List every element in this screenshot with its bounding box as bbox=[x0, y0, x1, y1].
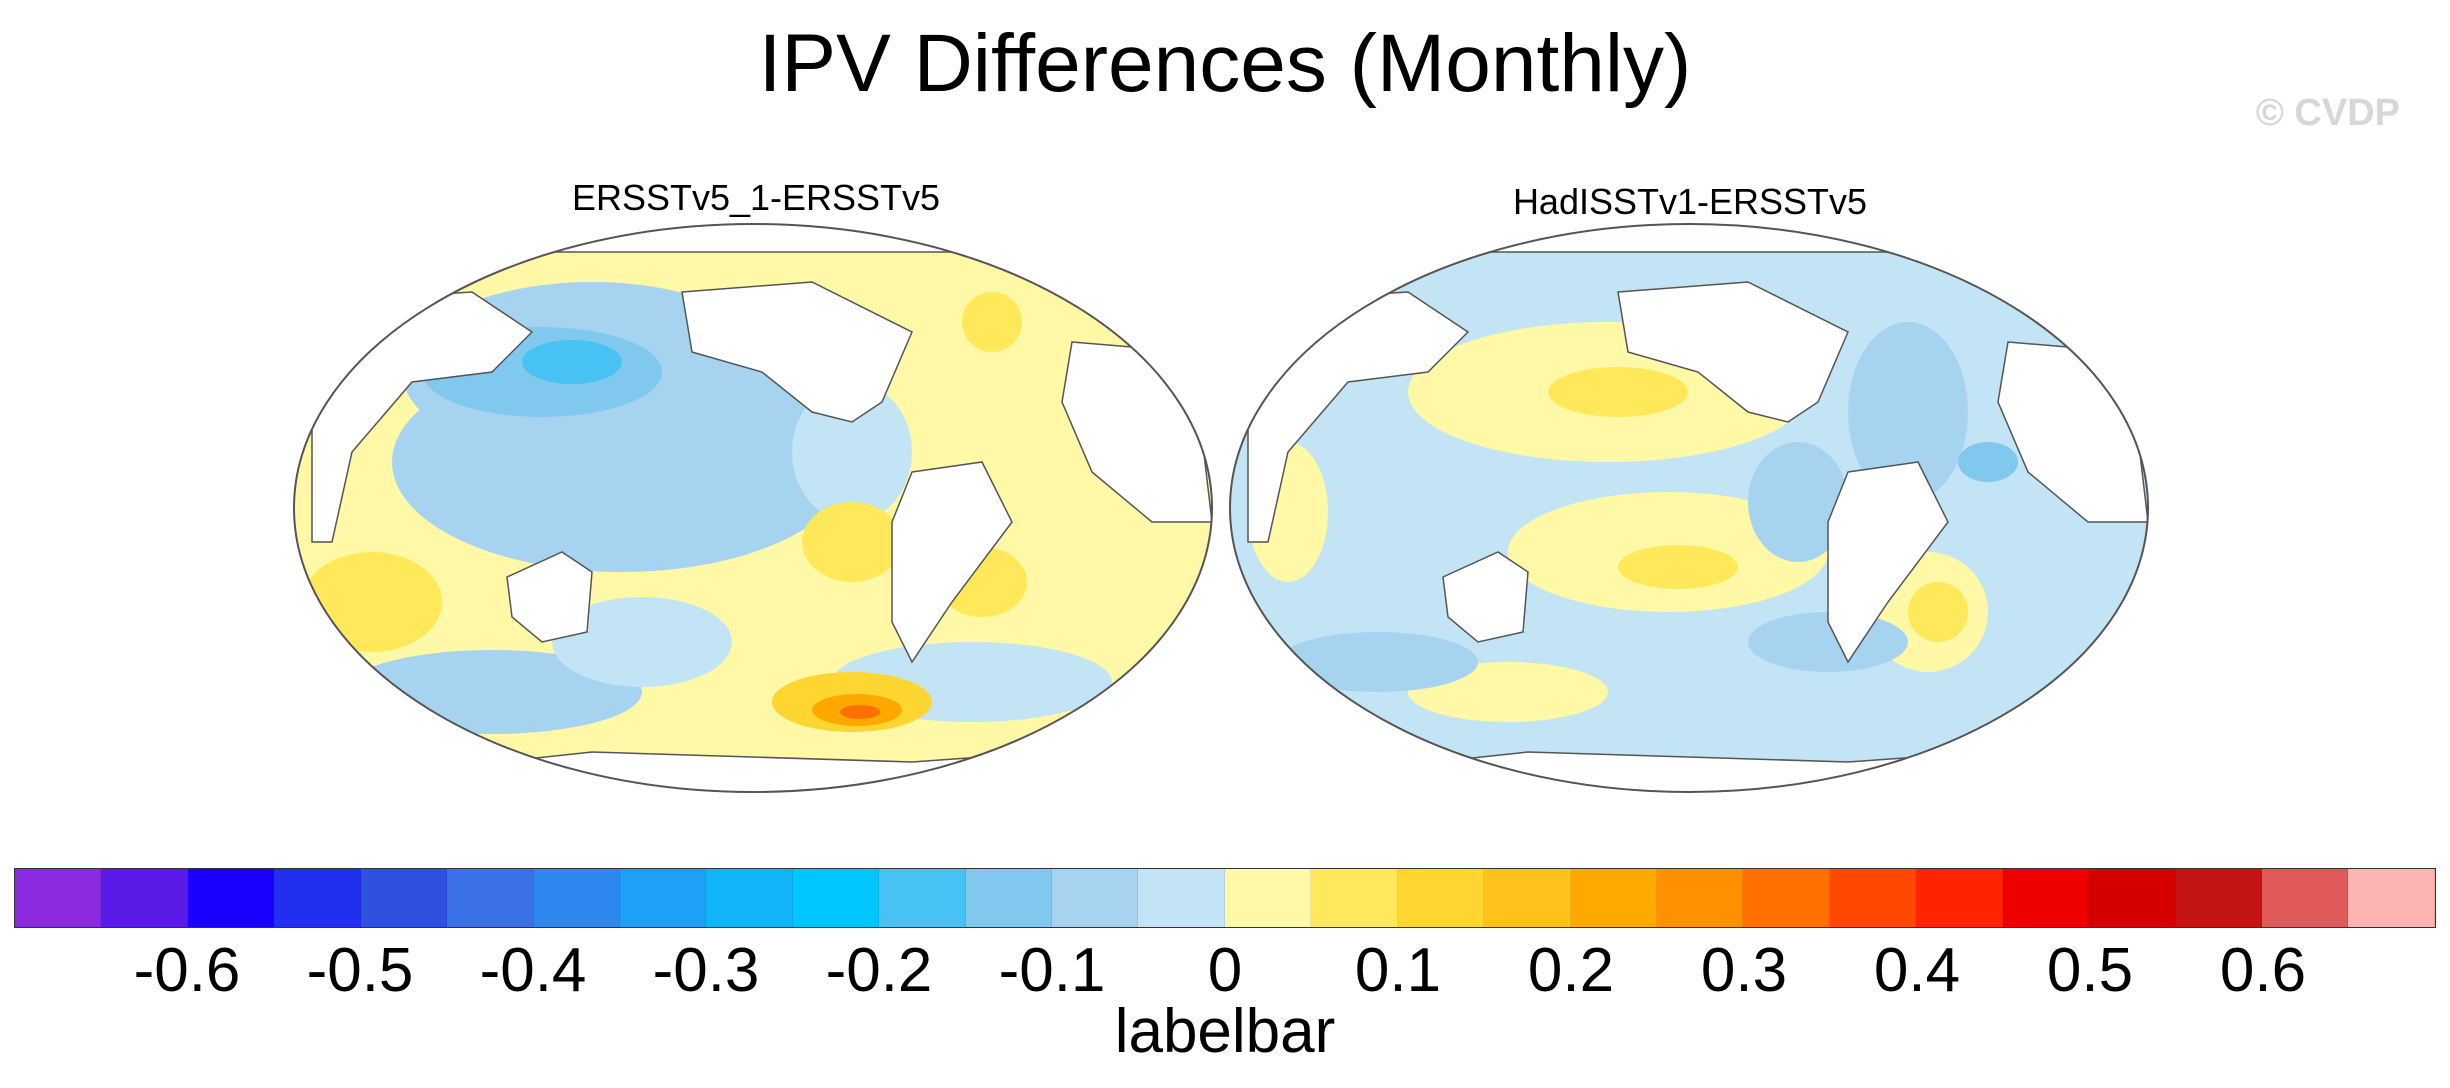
anomaly-region bbox=[962, 292, 1022, 352]
colorbar-segment bbox=[1743, 869, 1830, 927]
anomaly-region bbox=[792, 382, 912, 522]
colorbar-segment bbox=[1916, 869, 2003, 927]
colorbar-segment bbox=[187, 869, 275, 927]
anomaly-region bbox=[1278, 632, 1478, 692]
map-outline bbox=[293, 223, 1213, 793]
map-panel-left bbox=[293, 223, 1213, 793]
colorbar-tick-label: -0.5 bbox=[306, 936, 414, 1005]
colorbar-tick-label: 0.5 bbox=[2046, 936, 2134, 1005]
colorbar-tick-label: 0.4 bbox=[1873, 936, 1961, 1005]
colorbar-segment bbox=[619, 869, 707, 927]
colorbar-segment bbox=[360, 869, 448, 927]
colorbar-segment bbox=[965, 869, 1053, 927]
colorbar-segment bbox=[1138, 869, 1225, 927]
land-south-america bbox=[1827, 461, 1949, 664]
anomaly-region bbox=[1848, 322, 1968, 502]
land-north-america bbox=[681, 281, 913, 423]
panel-title-left: ERSSTv5_1-ERSSTv5 bbox=[571, 177, 941, 218]
land-antarctica bbox=[409, 751, 1094, 792]
colorbar-label: labelbar bbox=[1114, 997, 1336, 1066]
anomaly-region bbox=[1618, 545, 1738, 589]
colorbar-tick-label: 0.3 bbox=[1700, 936, 1788, 1005]
colorbar-tick-label: -0.3 bbox=[652, 936, 760, 1005]
colorbar-segment bbox=[879, 869, 966, 927]
colorbar-segment bbox=[533, 869, 620, 927]
colorbar-segment bbox=[1484, 869, 1571, 927]
colorbar-segment bbox=[1052, 869, 1139, 927]
map-outline bbox=[1229, 223, 2149, 793]
land-arctic bbox=[1346, 224, 2030, 253]
colorbar-tick-label: -0.2 bbox=[825, 936, 933, 1005]
colorbar-segment bbox=[1657, 869, 1744, 927]
anomaly-region bbox=[802, 502, 902, 582]
map-panel-right bbox=[1229, 223, 2149, 793]
land-australia bbox=[1442, 551, 1529, 643]
panel-title-right: HadISSTv1-ERSSTv5 bbox=[1512, 181, 1868, 222]
anomaly-region bbox=[840, 705, 880, 719]
colorbar-segment bbox=[2089, 869, 2176, 927]
colorbar-tick-label: 0.6 bbox=[2219, 936, 2307, 1005]
colorbar-segment bbox=[2175, 869, 2262, 927]
anomaly-region bbox=[552, 597, 732, 687]
anomaly-region bbox=[1748, 442, 1848, 562]
colorbar-segment bbox=[1224, 869, 1312, 927]
colorbar-ticks: -0.6 -0.5 -0.4 -0.3 -0.2 -0.1 0 0.1 0.2 0.3 0.4 0.5… bbox=[0, 936, 2450, 1006]
colorbar-segment bbox=[15, 869, 102, 927]
anomaly-region bbox=[1358, 236, 1438, 268]
anomaly-region bbox=[1958, 442, 2018, 482]
anomaly-region bbox=[1908, 582, 1968, 642]
colorbar-tick-label: 0.1 bbox=[1354, 936, 1442, 1005]
land-north-america bbox=[1617, 281, 1849, 423]
colorbar bbox=[14, 868, 2436, 928]
colorbar-segment bbox=[1397, 869, 1485, 927]
colorbar-segment bbox=[2002, 869, 2090, 927]
colorbar-segment bbox=[1570, 869, 1658, 927]
land-arctic bbox=[410, 224, 1094, 253]
anomaly-region bbox=[302, 552, 442, 652]
colorbar-segment bbox=[706, 869, 793, 927]
colorbar-tick-label: 0.2 bbox=[1527, 936, 1615, 1005]
colorbar-segment bbox=[447, 869, 534, 927]
colorbar-tick-label: 0 bbox=[1207, 936, 1243, 1005]
colorbar-tick-label: -0.4 bbox=[479, 936, 587, 1005]
figure-title: IPV Differences (Monthly) bbox=[758, 18, 1692, 109]
colorbar-tick-label: -0.6 bbox=[133, 936, 241, 1005]
colorbar-segment bbox=[792, 869, 880, 927]
colorbar-tick-label: -0.1 bbox=[998, 936, 1106, 1005]
land-australia bbox=[506, 551, 593, 643]
cvdp-watermark: © CVDP bbox=[2255, 92, 2400, 134]
land-south-america bbox=[891, 461, 1013, 664]
land-antarctica bbox=[1345, 751, 2030, 792]
colorbar-segment bbox=[274, 869, 361, 927]
anomaly-region bbox=[522, 340, 622, 384]
colorbar-segment bbox=[101, 869, 188, 927]
colorbar-segment bbox=[2348, 869, 2435, 927]
anomaly-region bbox=[1548, 367, 1688, 417]
colorbar-segment bbox=[2261, 869, 2349, 927]
colorbar-segment bbox=[1311, 869, 1398, 927]
colorbar-segment bbox=[1829, 869, 1917, 927]
